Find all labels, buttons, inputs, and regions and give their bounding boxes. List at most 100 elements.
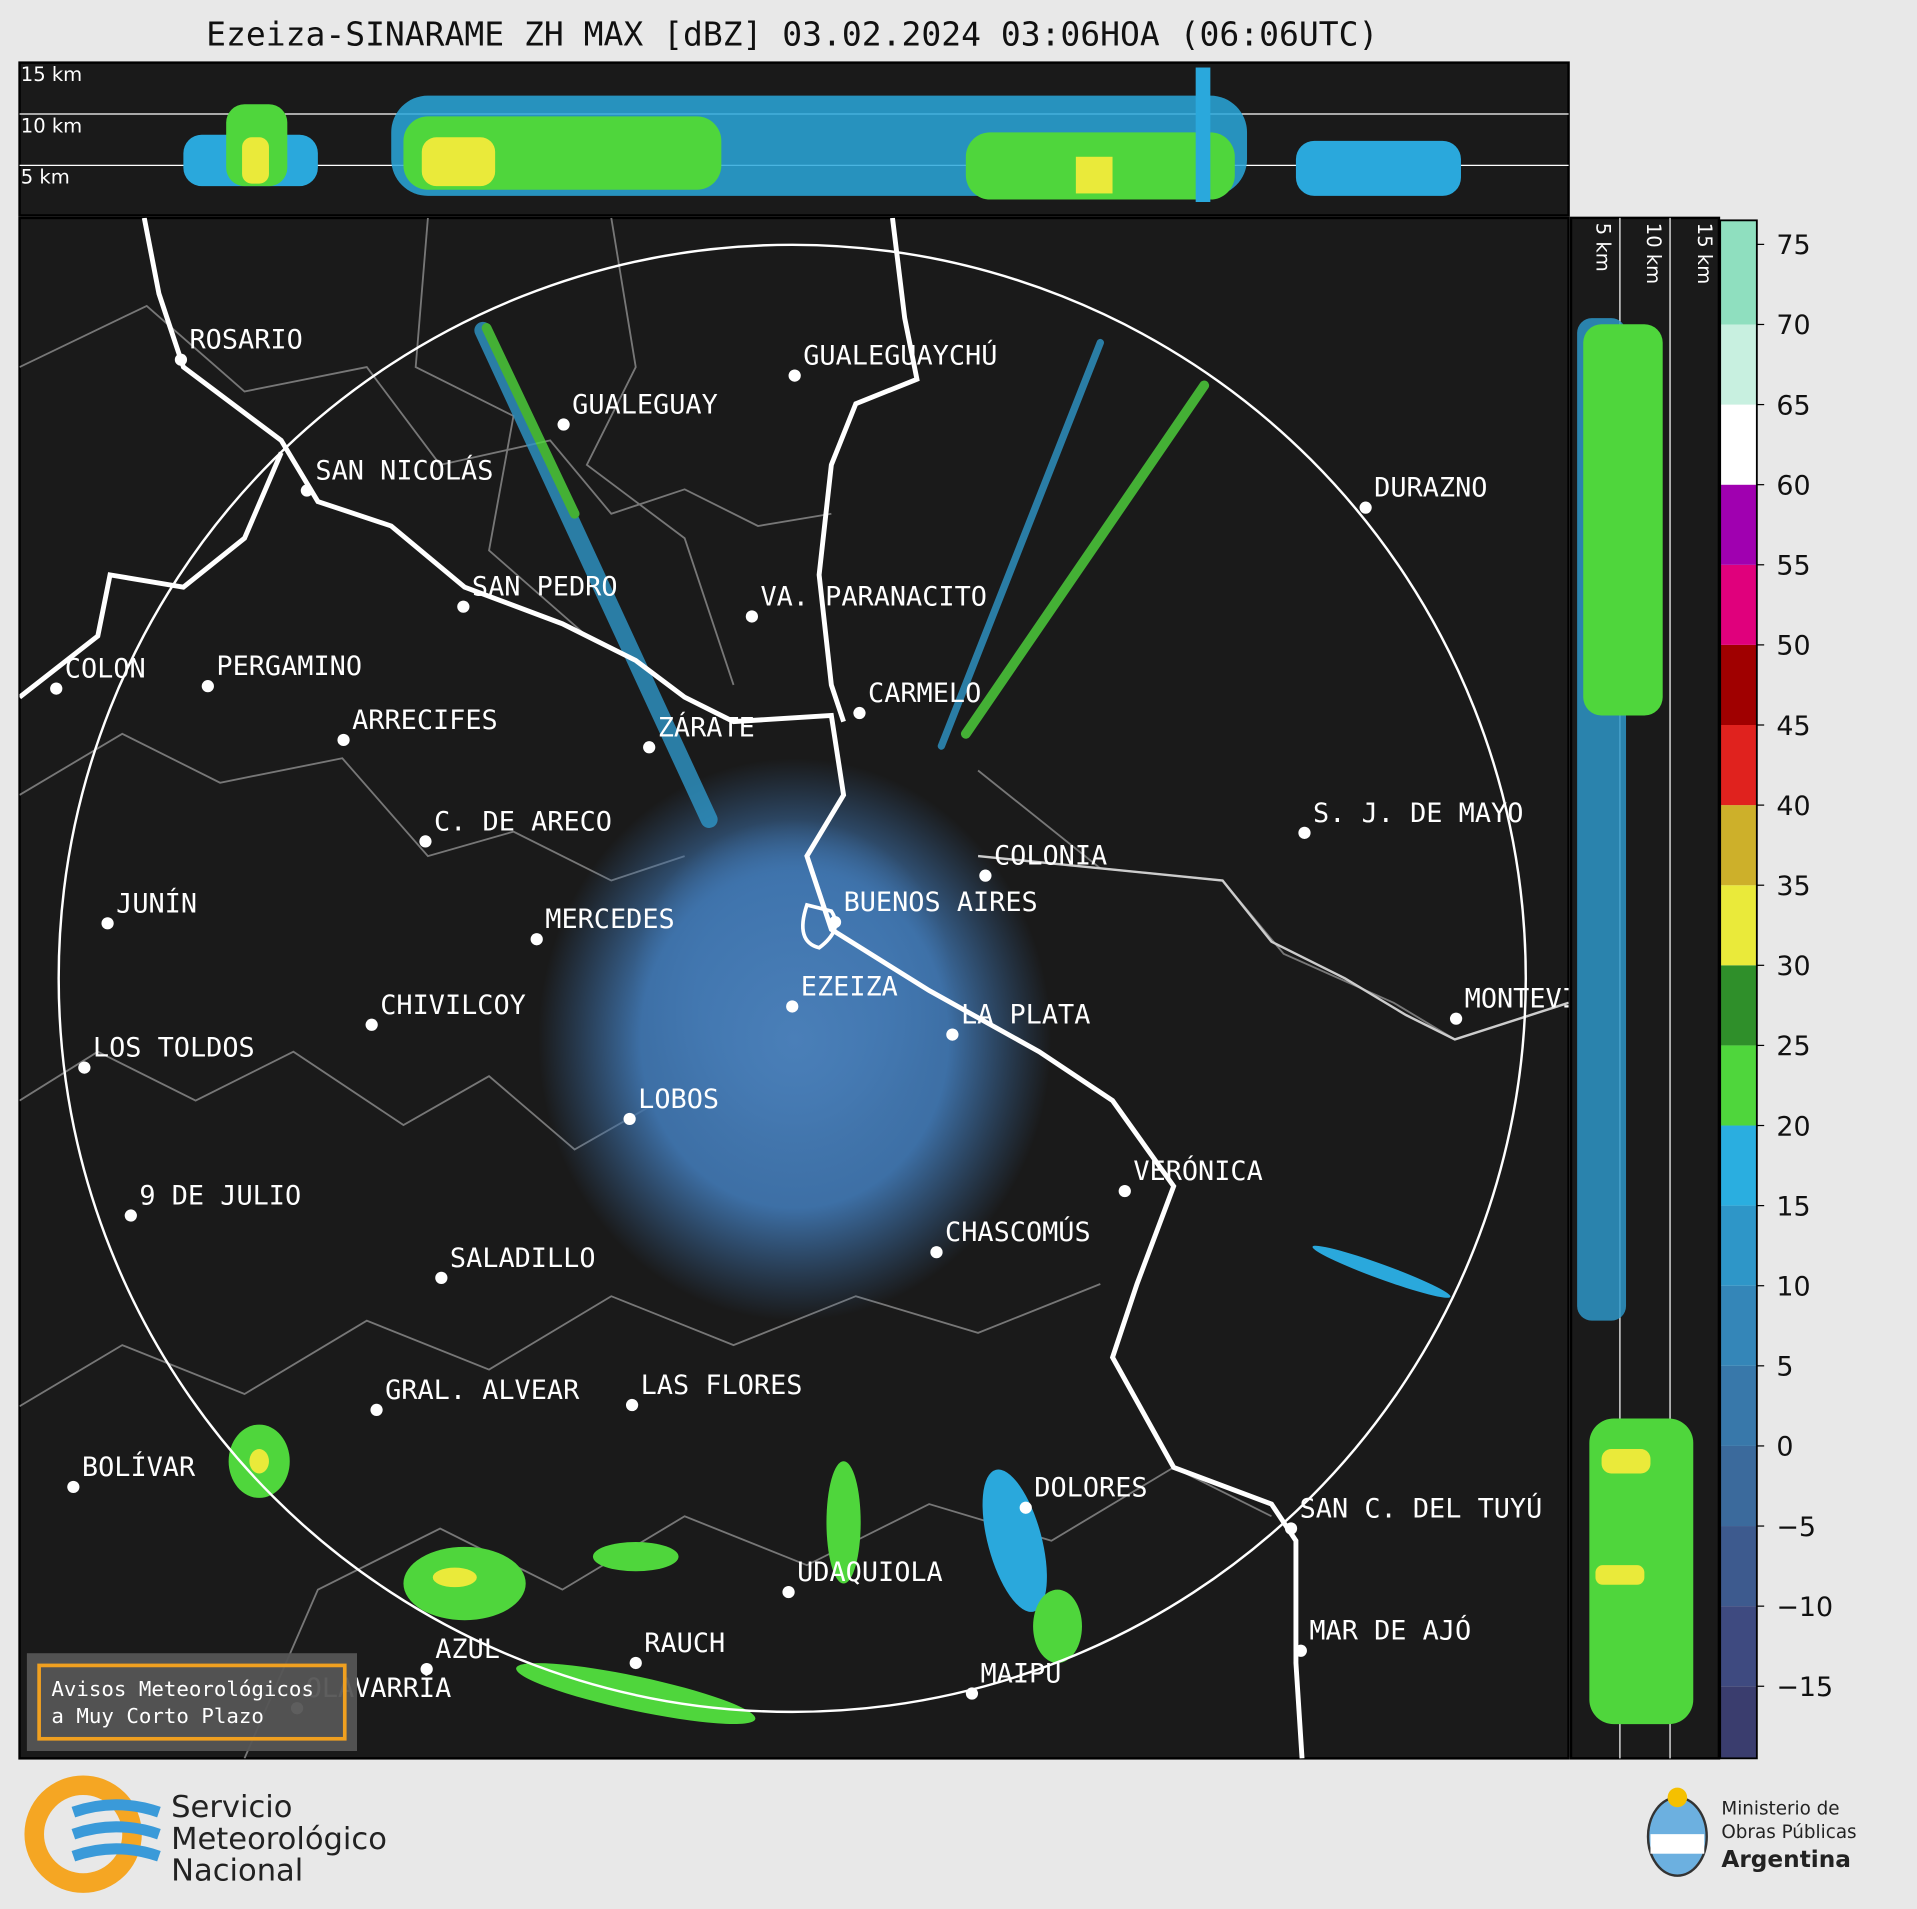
logo-text: Meteorológico bbox=[171, 1822, 387, 1857]
city-dot bbox=[78, 1061, 91, 1074]
colorbar-tick-label: 30 bbox=[1776, 951, 1810, 982]
storm-cells bbox=[228, 1245, 1451, 1724]
city-dot bbox=[101, 917, 114, 930]
city-dot bbox=[623, 1112, 636, 1126]
colorbar-segment bbox=[1720, 724, 1757, 806]
colorbar-segment bbox=[1720, 220, 1757, 325]
city-dot bbox=[419, 835, 432, 848]
colorbar-tick-label: −5 bbox=[1776, 1512, 1816, 1543]
city-dot bbox=[786, 1000, 799, 1013]
range-ring bbox=[57, 243, 1527, 1714]
city-label: CHIVILCOY bbox=[380, 990, 526, 1021]
city-label: ZÁRATE bbox=[658, 711, 755, 743]
city-label: DURAZNO bbox=[1374, 473, 1487, 504]
city-label: SAN C. DEL TUYÚ bbox=[1300, 1492, 1543, 1524]
city-label: COLON bbox=[65, 654, 146, 685]
city-dot bbox=[370, 1403, 383, 1417]
city-dot bbox=[1284, 1522, 1298, 1535]
colorbar-segment bbox=[1720, 1365, 1757, 1446]
city-label: CHASCOMÚS bbox=[945, 1216, 1091, 1248]
colorbar-segment bbox=[1720, 1686, 1757, 1759]
city-label: CARMELO bbox=[868, 678, 981, 709]
city-label: PERGAMINO bbox=[216, 651, 362, 682]
city-dot bbox=[1298, 826, 1311, 839]
height-label: 5 km bbox=[21, 166, 70, 189]
city-label: LAS FLORES bbox=[641, 1370, 803, 1401]
city-dot bbox=[1294, 1644, 1307, 1657]
warning-text[interactable]: a Muy Corto Plazo bbox=[51, 1704, 264, 1728]
city-dot bbox=[1449, 1012, 1463, 1025]
colorbar-segment bbox=[1720, 1606, 1757, 1687]
city-dot bbox=[530, 933, 543, 946]
colorbar-segment bbox=[1720, 1205, 1757, 1286]
warning-bg bbox=[26, 1653, 357, 1752]
warning-box[interactable] bbox=[37, 1663, 347, 1741]
city-label: BUENOS AIRES bbox=[844, 887, 1038, 918]
ministry-text: Ministerio de bbox=[1721, 1799, 1839, 1820]
city-label: EZEIZA bbox=[801, 971, 898, 1002]
colorbar-tick-label: 45 bbox=[1776, 711, 1810, 742]
warning-text[interactable]: Avisos Meteorológicos bbox=[51, 1677, 314, 1701]
city-label: ROSARIO bbox=[189, 325, 302, 356]
city-dot bbox=[946, 1028, 959, 1041]
city-label: C. DE ARECO bbox=[434, 806, 612, 837]
city-dot bbox=[625, 1398, 639, 1412]
city-label: SAN NICOLÁS bbox=[315, 455, 493, 487]
colorbar-segment bbox=[1720, 404, 1757, 485]
logo-text: Nacional bbox=[171, 1854, 303, 1889]
colorbar-segment bbox=[1720, 1125, 1757, 1206]
city-dot bbox=[853, 706, 866, 720]
city-label: SAN PEDRO bbox=[472, 572, 618, 603]
height-label: 10 km bbox=[21, 114, 82, 137]
top-echoes bbox=[183, 67, 1461, 203]
colorbar-tick-label: −10 bbox=[1776, 1592, 1833, 1623]
colorbar-segment bbox=[1720, 564, 1757, 645]
colorbar-segment bbox=[1720, 965, 1757, 1046]
colorbar-segment bbox=[1720, 1445, 1757, 1527]
city-dot bbox=[930, 1246, 943, 1259]
colorbar-tick-label: 50 bbox=[1776, 631, 1810, 662]
city-dot bbox=[67, 1480, 80, 1494]
city-label: UDAQUIOLA bbox=[797, 1557, 943, 1588]
colorbar-tick-label: 70 bbox=[1776, 310, 1810, 341]
colorbar-tick-label: 15 bbox=[1776, 1191, 1810, 1222]
colorbar-segment bbox=[1720, 885, 1757, 966]
colorbar-tick-label: 5 bbox=[1776, 1352, 1793, 1383]
city-label: S. J. DE MAYO bbox=[1313, 798, 1523, 829]
city-label: VERÓNICA bbox=[1133, 1155, 1262, 1187]
colorbar-tick-label: 60 bbox=[1776, 470, 1810, 501]
city-dot bbox=[457, 600, 470, 613]
city-dot bbox=[435, 1271, 448, 1284]
city-label: LA PLATA bbox=[961, 1000, 1090, 1031]
city-label: GRAL. ALVEAR bbox=[385, 1375, 580, 1406]
city-dot bbox=[300, 484, 313, 497]
city-dot bbox=[979, 869, 992, 882]
city-label: LOS TOLDOS bbox=[93, 1033, 255, 1064]
city-dot bbox=[1359, 501, 1372, 514]
logo-text: Servicio bbox=[171, 1790, 292, 1825]
colorbar-segment bbox=[1720, 805, 1757, 886]
colorbar-tick-label: 25 bbox=[1776, 1031, 1810, 1062]
ministry-text: Obras Públicas bbox=[1721, 1822, 1856, 1843]
height-label: 15 km bbox=[21, 63, 82, 86]
city-label: MAIPU bbox=[981, 1659, 1062, 1690]
city-label: GUALEGUAY bbox=[572, 390, 718, 421]
title: Ezeiza-SINARAME ZH MAX [dBZ] 03.02.2024 … bbox=[206, 15, 1378, 54]
colorbar-tick-label: 20 bbox=[1776, 1111, 1810, 1142]
height-label: 15 km bbox=[1693, 223, 1716, 284]
colorbar-segment bbox=[1720, 484, 1757, 565]
ministry-emblem bbox=[1646, 1787, 1708, 1877]
city-dot bbox=[124, 1209, 137, 1222]
city-dot bbox=[174, 353, 188, 366]
colorbar-segment bbox=[1720, 644, 1757, 725]
colorbar-segment bbox=[1720, 1045, 1757, 1126]
uruguay-coast bbox=[977, 854, 1569, 1041]
side-echoes bbox=[1577, 318, 1694, 1725]
city-dot bbox=[782, 1585, 795, 1599]
city-label: MONTEVIDEO bbox=[1465, 984, 1627, 1015]
city-label: JUNÍN bbox=[116, 887, 197, 919]
map-content: ROSARIO GUALEGUAYCHÚ GUALEGUAY SAN NICOLÁS D… bbox=[19, 217, 1627, 1759]
colorbar-tick-label: 55 bbox=[1776, 551, 1810, 582]
ministry-text: Argentina bbox=[1721, 1846, 1851, 1873]
city-dot bbox=[1019, 1501, 1032, 1514]
